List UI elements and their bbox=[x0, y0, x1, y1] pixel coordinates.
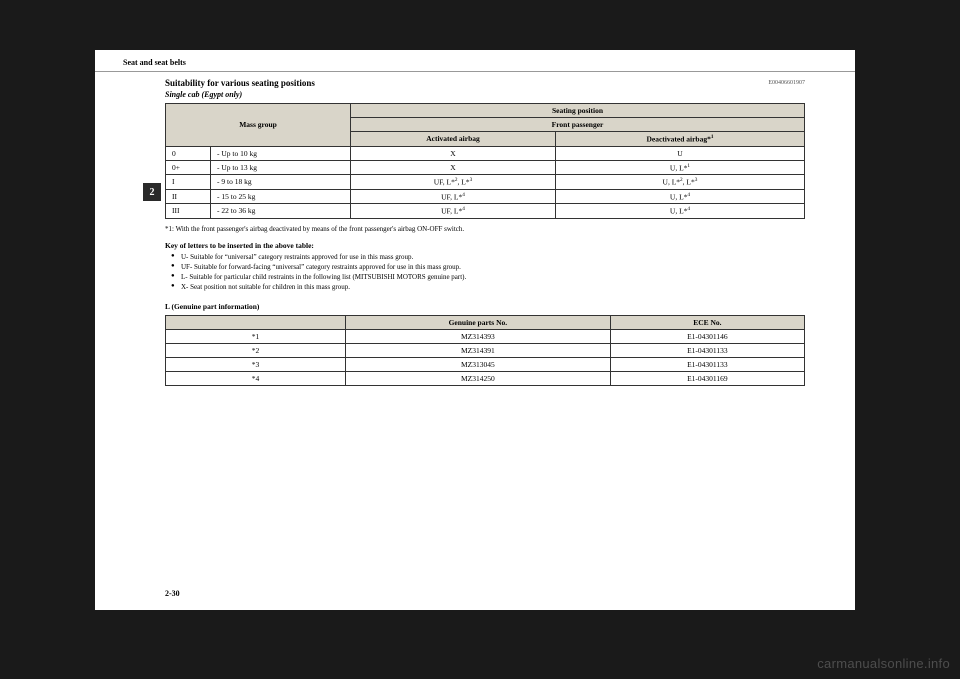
col-front-passenger: Front passenger bbox=[351, 118, 805, 132]
table-row: *3 MZ313045 E1-04301133 bbox=[166, 357, 805, 371]
key-item: X- Seat position not suitable for childr… bbox=[171, 283, 805, 292]
parts-col-blank bbox=[166, 315, 346, 329]
parts-list-title: L (Genuine part information) bbox=[165, 302, 805, 311]
section-title: Suitability for various seating position… bbox=[165, 78, 805, 88]
table-footnote: *1: With the front passenger's airbag de… bbox=[165, 225, 805, 233]
parts-table: Genuine parts No. ECE No. *1 MZ314393 E1… bbox=[165, 315, 805, 386]
key-item: U- Suitable for “universal” category res… bbox=[171, 253, 805, 262]
key-item: UF- Suitable for forward-facing “univers… bbox=[171, 263, 805, 272]
col-seating-position: Seating position bbox=[351, 104, 805, 118]
section-subtitle: Single cab (Egypt only) bbox=[165, 90, 805, 99]
page-header: Seat and seat belts bbox=[95, 50, 855, 72]
table-row: *2 MZ314391 E1-04301133 bbox=[166, 343, 805, 357]
table-row: *4 MZ314250 E1-04301169 bbox=[166, 371, 805, 385]
table-row: III - 22 to 36 kg UF, L*4 U, L*4 bbox=[166, 204, 805, 219]
table-row: 0+ - Up to 13 kg X U, L*1 bbox=[166, 160, 805, 175]
col-activated-airbag: Activated airbag bbox=[351, 132, 556, 147]
parts-col-genuine: Genuine parts No. bbox=[346, 315, 611, 329]
table-row: *1 MZ314393 E1-04301146 bbox=[166, 329, 805, 343]
document-code: E00406601907 bbox=[768, 80, 805, 86]
watermark: carmanualsonline.info bbox=[817, 656, 950, 671]
col-deactivated-airbag: Deactivated airbag*1 bbox=[555, 132, 804, 147]
header-section-title: Seat and seat belts bbox=[123, 58, 186, 67]
table-row: 0 - Up to 10 kg X U bbox=[166, 146, 805, 160]
page-number: 2-30 bbox=[165, 589, 180, 598]
key-item: L- Suitable for particular child restrai… bbox=[171, 273, 805, 282]
key-list: U- Suitable for “universal” category res… bbox=[165, 253, 805, 292]
suitability-table: Mass group Seating position Front passen… bbox=[165, 103, 805, 219]
table-row: I - 9 to 18 kg UF, L*2, L*3 U, L*2, L*3 bbox=[166, 175, 805, 190]
table-row: II - 15 to 25 kg UF, L*4 U, L*4 bbox=[166, 189, 805, 204]
page-content: E00406601907 Suitability for various sea… bbox=[95, 72, 855, 402]
key-heading: Key of letters to be inserted in the abo… bbox=[165, 241, 805, 250]
col-mass-group: Mass group bbox=[166, 104, 351, 147]
parts-col-ece: ECE No. bbox=[610, 315, 804, 329]
manual-page: Seat and seat belts 2 E00406601907 Suita… bbox=[95, 50, 855, 610]
